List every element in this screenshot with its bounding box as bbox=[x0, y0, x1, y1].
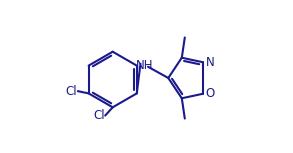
Text: Cl: Cl bbox=[66, 85, 77, 98]
Text: NH: NH bbox=[135, 59, 153, 72]
Text: O: O bbox=[205, 87, 215, 100]
Text: Cl: Cl bbox=[93, 109, 105, 122]
Text: N: N bbox=[205, 56, 214, 69]
